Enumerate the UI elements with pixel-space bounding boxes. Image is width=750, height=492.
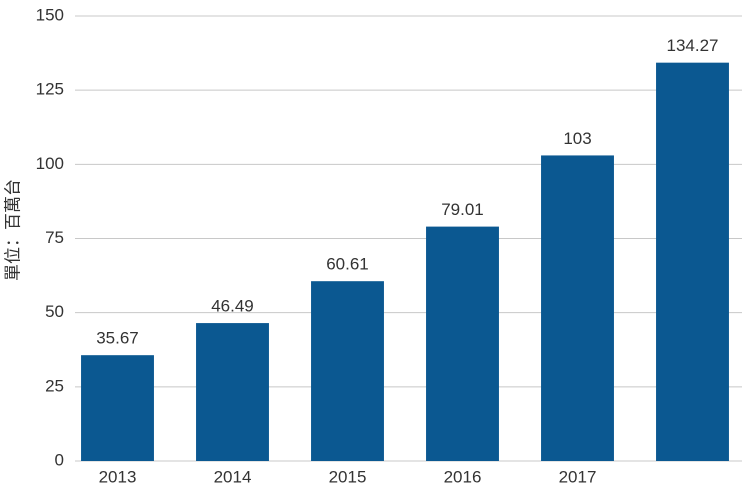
value-label: 103	[563, 129, 591, 148]
y-tick-label: 0	[55, 450, 64, 469]
bar	[426, 226, 499, 461]
y-tick-label: 25	[45, 376, 64, 395]
y-tick-label: 150	[36, 5, 64, 24]
value-label: 35.67	[96, 329, 139, 348]
x-tick-label: 2016	[444, 467, 482, 486]
value-label: 46.49	[211, 297, 254, 316]
x-tick-label: 2014	[214, 467, 252, 486]
y-tick-label: 125	[36, 80, 64, 99]
bar	[541, 155, 614, 461]
bar	[311, 281, 384, 461]
bar	[81, 355, 154, 461]
value-label: 60.61	[326, 255, 369, 274]
x-tick-label: 2017	[559, 467, 597, 486]
value-label: 79.01	[441, 200, 484, 219]
y-tick-label: 100	[36, 154, 64, 173]
y-tick-label: 50	[45, 302, 64, 321]
y-axis-label: 單位：百萬台	[3, 179, 22, 281]
bar	[196, 323, 269, 461]
y-tick-label: 75	[45, 228, 64, 247]
bar	[656, 62, 729, 461]
value-label: 134.27	[667, 36, 719, 55]
x-tick-label: 2013	[99, 467, 137, 486]
x-tick-label: 2015	[329, 467, 367, 486]
